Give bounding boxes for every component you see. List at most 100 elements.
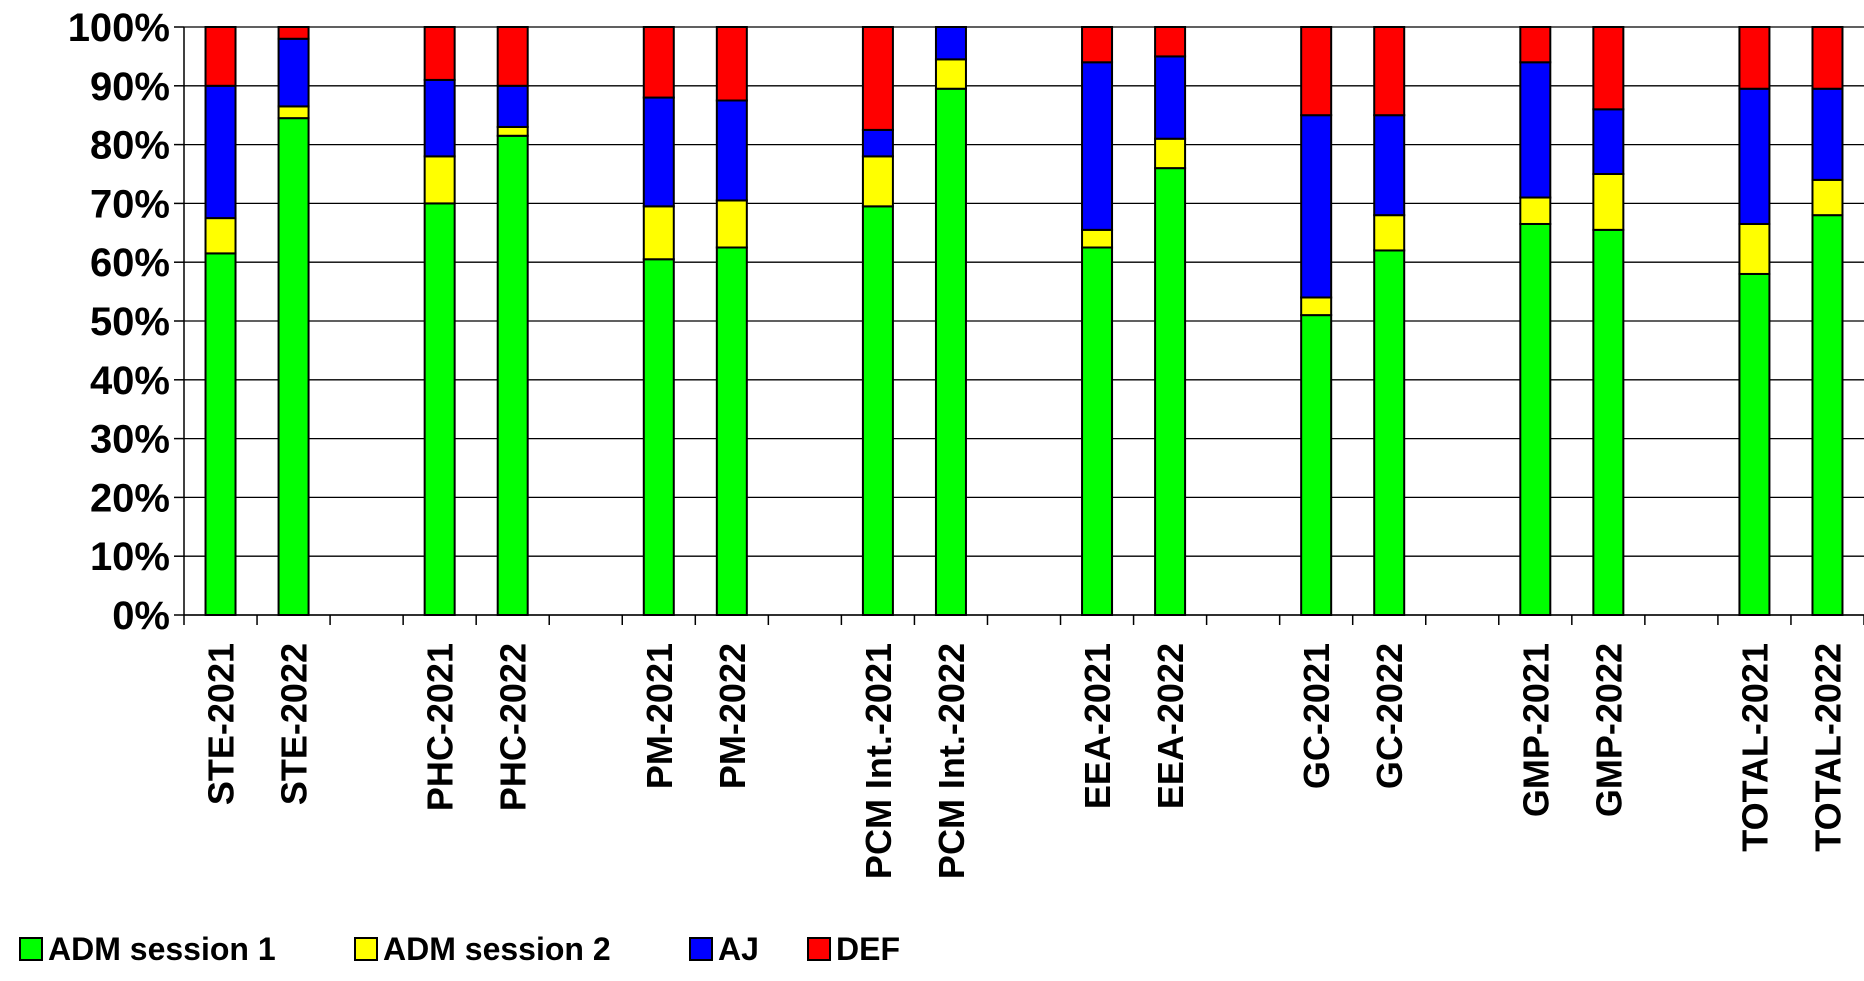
bar-segment bbox=[1300, 114, 1333, 299]
bar-segment bbox=[1154, 137, 1187, 170]
x-tick-label: PCM Int.-2022 bbox=[931, 643, 972, 879]
bar-segment bbox=[1519, 222, 1552, 616]
x-tick-label: GC-2021 bbox=[1296, 643, 1337, 789]
bar-segment bbox=[204, 217, 237, 255]
legend-label: AJ bbox=[718, 931, 759, 967]
bar-segment bbox=[1081, 26, 1114, 64]
axes bbox=[174, 26, 1864, 625]
bar-segment bbox=[496, 84, 529, 128]
x-tick-label: PCM Int.-2021 bbox=[858, 643, 899, 879]
legend-swatch bbox=[807, 937, 831, 961]
y-tick-label: 20% bbox=[90, 476, 170, 520]
y-tick-label: 10% bbox=[90, 535, 170, 579]
legend-swatch bbox=[689, 937, 713, 961]
y-tick-labels: 0% 10% 20% 30% 40% 50% 60% 70% 80% 90% 100% bbox=[68, 6, 170, 638]
x-tick-label: EEA-2022 bbox=[1150, 643, 1191, 809]
gridlines bbox=[184, 26, 1864, 616]
y-tick-label: 60% bbox=[90, 241, 170, 285]
x-tick-label: TOTAL-2022 bbox=[1807, 643, 1848, 852]
x-tick-label: GMP-2022 bbox=[1588, 643, 1629, 817]
x-tick-label: EEA-2021 bbox=[1077, 643, 1118, 809]
legend: ADM session 1 ADM session 2 AJ DEF bbox=[19, 931, 900, 967]
bar-segment bbox=[1592, 108, 1625, 175]
bar-segment bbox=[1373, 114, 1406, 217]
legend-label: ADM session 1 bbox=[48, 931, 276, 967]
y-tick-label: 100% bbox=[68, 6, 170, 50]
bar-segment bbox=[715, 246, 748, 616]
y-tick-label: 30% bbox=[90, 418, 170, 462]
y-tick-label: 70% bbox=[90, 182, 170, 226]
bar-segment bbox=[1811, 214, 1844, 616]
bar-segment bbox=[861, 26, 894, 131]
bar-segment bbox=[715, 99, 748, 202]
bar-segment bbox=[204, 84, 237, 220]
bar-segment bbox=[1154, 55, 1187, 140]
bar-segment bbox=[1738, 26, 1771, 90]
bar-segment bbox=[1154, 26, 1187, 58]
y-tick-label: 0% bbox=[112, 594, 170, 638]
bar-segment bbox=[204, 26, 237, 87]
bar-segment bbox=[861, 155, 894, 208]
bar-segment bbox=[1519, 61, 1552, 199]
bar-segment bbox=[1738, 87, 1771, 225]
bar-segment bbox=[715, 26, 748, 102]
bar-segment bbox=[1592, 26, 1625, 111]
bar-segment bbox=[1519, 26, 1552, 64]
bar-segment bbox=[1300, 314, 1333, 616]
bar-segment bbox=[1738, 222, 1771, 275]
x-tick-label: GC-2022 bbox=[1369, 643, 1410, 789]
legend-label: DEF bbox=[836, 931, 900, 967]
bar-groups bbox=[204, 26, 1844, 617]
x-tick-label: GMP-2021 bbox=[1515, 643, 1556, 817]
bar-segment bbox=[1081, 61, 1114, 231]
bar-segment bbox=[934, 26, 967, 61]
bar-segment bbox=[1373, 214, 1406, 252]
bar-segment bbox=[1300, 26, 1333, 117]
bar-segment bbox=[1811, 178, 1844, 217]
bar-segment bbox=[204, 252, 237, 616]
bar-segment bbox=[1592, 228, 1625, 617]
bar-segment bbox=[1519, 196, 1552, 225]
x-tick-labels: STE-2021 STE-2022 PHC-2021 PHC-2022 PM-2021 P… bbox=[201, 643, 1849, 879]
legend-swatch bbox=[354, 937, 378, 961]
y-tick-label: 40% bbox=[90, 359, 170, 403]
legend-label: ADM session 2 bbox=[383, 931, 611, 967]
bar-segment bbox=[861, 128, 894, 158]
bar-segment bbox=[423, 78, 456, 158]
y-tick-label: 80% bbox=[90, 124, 170, 168]
bar-segment bbox=[1811, 26, 1844, 90]
bar-segment bbox=[1081, 246, 1114, 616]
bar-segment bbox=[642, 205, 675, 261]
bar-segment bbox=[496, 125, 529, 137]
bar-segment bbox=[642, 258, 675, 616]
bar-segment bbox=[1081, 228, 1114, 249]
x-tick-label: PM-2022 bbox=[712, 643, 753, 789]
bar-segment bbox=[277, 117, 310, 616]
bar-segment bbox=[423, 26, 456, 81]
bar-segment bbox=[1373, 249, 1406, 616]
bar-segment bbox=[642, 26, 675, 99]
x-tick-label: STE-2022 bbox=[274, 643, 315, 805]
bar-segment bbox=[1811, 87, 1844, 181]
bar-segment bbox=[1154, 167, 1187, 616]
bar-segment bbox=[1592, 173, 1625, 231]
bar-segment bbox=[1373, 26, 1406, 117]
bar-segment bbox=[861, 205, 894, 616]
bar-segment bbox=[423, 202, 456, 616]
bar-segment bbox=[496, 26, 529, 87]
y-tick-label: 90% bbox=[90, 65, 170, 109]
legend-swatch bbox=[19, 937, 43, 961]
bar-segment bbox=[277, 105, 310, 120]
bar-segment bbox=[934, 58, 967, 90]
bar-segment bbox=[934, 87, 967, 617]
bar-segment bbox=[496, 134, 529, 616]
x-tick-label: TOTAL-2021 bbox=[1734, 643, 1775, 852]
y-tick-label: 50% bbox=[90, 300, 170, 344]
x-tick-label: PHC-2021 bbox=[420, 643, 461, 811]
bar-segment bbox=[423, 155, 456, 205]
bar-segment bbox=[1300, 296, 1333, 317]
x-tick-label: STE-2021 bbox=[201, 643, 242, 805]
bar-segment bbox=[277, 37, 310, 108]
bar-segment bbox=[1738, 272, 1771, 616]
